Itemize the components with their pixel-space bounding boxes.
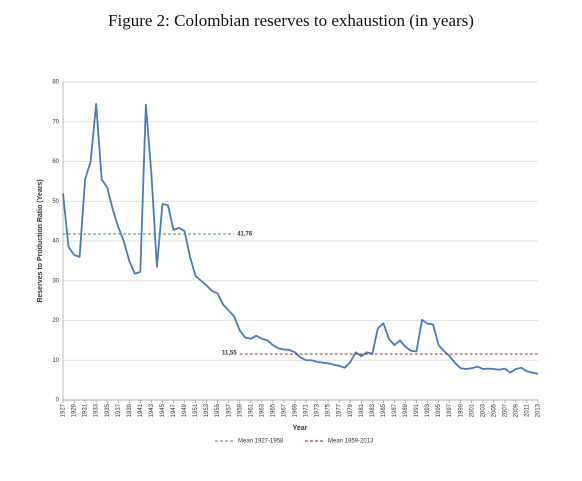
y-tick-label: 20 [52,318,59,324]
y-axis-label: Reserves to Production Ratio (Years) [37,179,44,302]
y-tick-label: 10 [52,358,59,364]
y-tick-label: 70 [52,119,59,125]
x-tick-label: 1949 [182,403,188,417]
y-tick-label: 40 [52,239,59,245]
y-tick-label: 80 [52,80,59,86]
y-tick-label: 0 [56,398,60,404]
x-tick-label: 1947 [171,403,177,417]
x-tick-label: 2005 [491,403,497,417]
x-tick-label: 1965 [270,403,276,417]
x-tick-label: 1979 [348,403,354,417]
x-tick-label: 1993 [425,403,431,417]
x-tick-label: 1975 [326,403,332,417]
x-tick-label: 1989 [403,403,409,417]
y-tick-label: 30 [52,278,59,284]
x-tick-label: 1963 [259,403,265,417]
x-tick-label: 1959 [237,403,243,417]
x-tick-label: 1985 [381,403,387,417]
x-tick-label: 1933 [94,403,100,417]
x-tick-label: 1939 [127,403,133,417]
x-tick-label: 2011 [525,403,531,417]
x-tick-label: 1929 [72,403,78,417]
x-tick-label: 1961 [248,403,254,417]
legend-label: Mean 1959-2013 [328,439,374,445]
x-tick-label: 1941 [138,403,144,417]
x-tick-label: 1931 [83,403,89,417]
x-tick-label: 1971 [304,403,310,417]
x-tick-label: 1935 [105,403,111,417]
chart-title: Figure 2: Colombian reserves to exhausti… [108,11,474,30]
x-tick-label: 1953 [204,403,210,417]
x-tick-label: 1937 [116,403,122,417]
x-tick-label: 1969 [293,403,299,417]
x-tick-label: 1983 [370,403,376,417]
y-tick-label: 60 [52,159,59,165]
x-tick-label: 2009 [513,403,519,417]
x-tick-label: 1997 [447,403,453,417]
x-tick-label: 1977 [337,403,343,417]
x-tick-label: 2003 [480,403,486,417]
x-tick-label: 1951 [193,403,199,417]
x-tick-label: 1943 [149,403,155,417]
mean-label: 41,76 [237,232,253,238]
x-tick-label: 1955 [215,403,221,417]
x-tick-label: 1957 [226,403,232,417]
x-tick-label: 2013 [536,403,542,417]
x-tick-label: 2001 [469,403,475,417]
x-tick-label: 1967 [282,403,288,417]
x-tick-label: 1991 [414,403,420,417]
legend-label: Mean 1927-1958 [238,439,284,445]
data-line [62,102,539,375]
y-tick-label: 50 [52,199,59,205]
x-tick-label: 1987 [392,403,398,417]
x-tick-label: 1999 [458,403,464,417]
x-axis-label: Year [293,425,308,432]
x-tick-label: 1995 [436,403,442,417]
x-tick-label: 2007 [502,403,508,417]
x-tick-label: 1981 [359,403,365,417]
x-tick-label: 1927 [61,403,67,417]
x-tick-label: 1973 [315,403,321,417]
x-tick-label: 1945 [160,403,166,417]
mean-label: 11,55 [222,351,237,357]
